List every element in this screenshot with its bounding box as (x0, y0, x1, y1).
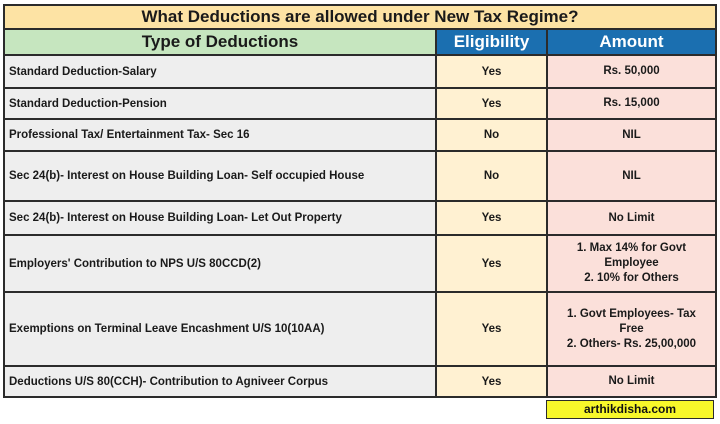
table-row: Deductions U/S 80(CCH)- Contribution to … (3, 365, 717, 398)
eligibility-value: Yes (435, 291, 548, 367)
deduction-type: Standard Deduction-Pension (3, 87, 437, 120)
amount-value: Rs. 50,000 (546, 54, 717, 89)
amount-line: NIL (622, 169, 641, 182)
amount-line: No Limit (608, 211, 655, 224)
eligibility-value: Yes (435, 87, 548, 120)
deduction-type: Sec 24(b)- Interest on House Building Lo… (3, 150, 437, 202)
amount-line: 1. Govt Employees- Tax (567, 307, 696, 320)
amount-line: Rs. 15,000 (603, 97, 660, 109)
amount-line: Free (619, 322, 644, 335)
column-header-row: Type of Deductions Eligibility Amount (3, 28, 717, 56)
amount-line: NIL (622, 128, 641, 141)
amount-line: Rs. 50,000 (603, 65, 660, 77)
deduction-type: Sec 24(b)- Interest on House Building Lo… (3, 200, 437, 236)
table-row: Sec 24(b)- Interest on House Building Lo… (3, 150, 717, 202)
deduction-type: Professional Tax/ Entertainment Tax- Sec… (3, 118, 437, 152)
eligibility-value: Yes (435, 200, 548, 236)
eligibility-value: No (435, 150, 548, 202)
table-row: Standard Deduction-Salary Yes Rs. 50,000 (3, 54, 717, 89)
table-row: Standard Deduction-Pension Yes Rs. 15,00… (3, 87, 717, 120)
deductions-sheet: What Deductions are allowed under New Ta… (3, 4, 717, 398)
table-row: Employers' Contribution to NPS U/S 80CCD… (3, 234, 717, 293)
amount-value: 1. Govt Employees- Tax Free 2. Others- R… (546, 291, 717, 367)
deduction-type: Deductions U/S 80(CCH)- Contribution to … (3, 365, 437, 398)
eligibility-value: Yes (435, 365, 548, 398)
amount-line: 2. 10% for Others (584, 272, 679, 284)
title-row: What Deductions are allowed under New Ta… (3, 4, 717, 30)
column-header-type: Type of Deductions (3, 28, 437, 56)
table-row: Professional Tax/ Entertainment Tax- Sec… (3, 118, 717, 152)
deduction-type: Standard Deduction-Salary (3, 54, 437, 89)
amount-value: 1. Max 14% for Govt Employee 2. 10% for … (546, 234, 717, 293)
amount-line: Employee (604, 257, 659, 269)
table-row: Exemptions on Terminal Leave Encashment … (3, 291, 717, 367)
amount-line: 1. Max 14% for Govt (576, 242, 687, 254)
amount-value: No Limit (546, 200, 717, 236)
watermark-label: arthikdisha.com (546, 400, 714, 419)
deduction-type: Exemptions on Terminal Leave Encashment … (3, 291, 437, 367)
deduction-type: Employers' Contribution to NPS U/S 80CCD… (3, 234, 437, 293)
eligibility-value: No (435, 118, 548, 152)
amount-value: No Limit (546, 365, 717, 398)
eligibility-value: Yes (435, 54, 548, 89)
table-row: Sec 24(b)- Interest on House Building Lo… (3, 200, 717, 236)
amount-value: Rs. 15,000 (546, 87, 717, 120)
eligibility-value: Yes (435, 234, 548, 293)
column-header-eligibility: Eligibility (435, 28, 548, 56)
amount-value: NIL (546, 118, 717, 152)
table-title: What Deductions are allowed under New Ta… (3, 4, 717, 30)
column-header-amount: Amount (546, 28, 717, 56)
deductions-table: What Deductions are allowed under New Ta… (3, 4, 717, 398)
amount-value: NIL (546, 150, 717, 202)
amount-line: 2. Others- Rs. 25,00,000 (566, 337, 697, 350)
amount-line: No Limit (608, 375, 655, 387)
